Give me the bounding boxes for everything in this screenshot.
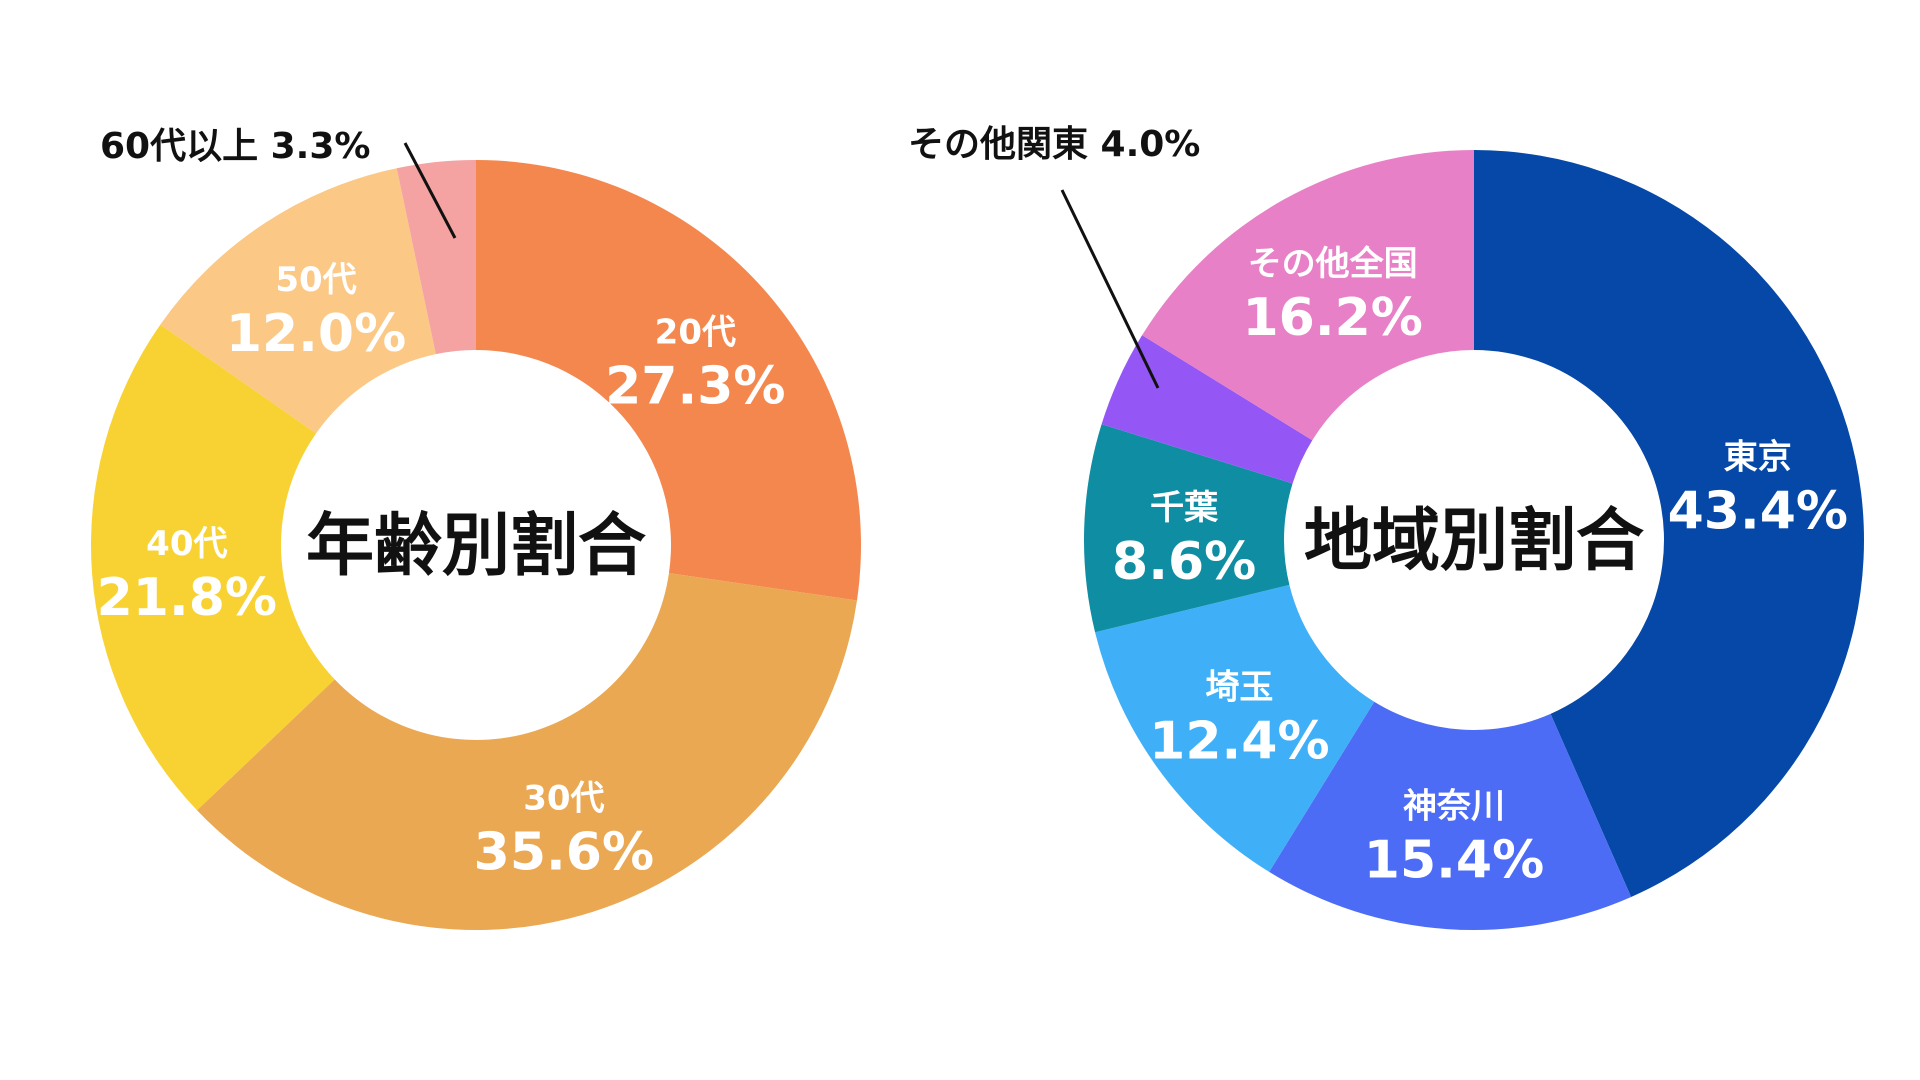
donut-slice-1-5 <box>1142 150 1474 441</box>
slice-category-label-0-2: 40代 <box>146 524 227 564</box>
slice-value-label-1-3: 8.6% <box>1112 532 1256 592</box>
donut-slice-1-0 <box>1474 150 1865 897</box>
donut-slice-1-3 <box>1084 424 1293 633</box>
callout-leader-line-1 <box>1060 189 1160 389</box>
slice-value-label-0-0: 27.3% <box>605 356 785 416</box>
donut-slice-1-2 <box>1095 584 1375 872</box>
slice-category-label-1-1: 神奈川 <box>1403 786 1505 826</box>
donut-slice-0-0 <box>476 160 861 601</box>
slice-value-label-1-1: 15.4% <box>1364 830 1544 890</box>
slice-value-label-0-1: 35.6% <box>474 822 654 882</box>
callout-label-1: その他関東 4.0% <box>908 124 1200 165</box>
slice-value-label-0-3: 12.0% <box>226 304 406 364</box>
slice-category-label-1-2: 埼玉 <box>1205 667 1273 707</box>
donut-slice-0-1 <box>197 573 857 930</box>
slice-category-label-0-1: 30代 <box>523 778 604 818</box>
slice-value-label-1-2: 12.4% <box>1149 711 1329 771</box>
callout-leader-line-0 <box>403 142 457 239</box>
slice-value-label-1-5: 16.2% <box>1242 288 1422 348</box>
donut-slice-1-4 <box>1101 335 1313 484</box>
slice-category-label-1-3: 千葉 <box>1150 488 1219 528</box>
slice-category-label-0-3: 50代 <box>275 260 356 300</box>
callout-label-0: 60代以上 3.3% <box>100 126 370 167</box>
slice-value-label-1-0: 43.4% <box>1668 481 1848 541</box>
donut-slice-0-2 <box>91 324 335 811</box>
slice-value-label-0-2: 21.8% <box>97 568 277 628</box>
donut-center-title-1: 地域別割合 <box>1304 502 1644 581</box>
slice-category-label-1-5: その他全国 <box>1248 244 1418 284</box>
donut-center-title-0: 年齢別割合 <box>306 507 646 586</box>
slice-category-label-1-0: 東京 <box>1724 437 1792 477</box>
donut-slice-0-4 <box>396 160 476 355</box>
donut-slice-1-1 <box>1269 701 1632 931</box>
slice-category-label-0-0: 20代 <box>655 312 736 352</box>
donut-slice-0-3 <box>160 168 436 434</box>
